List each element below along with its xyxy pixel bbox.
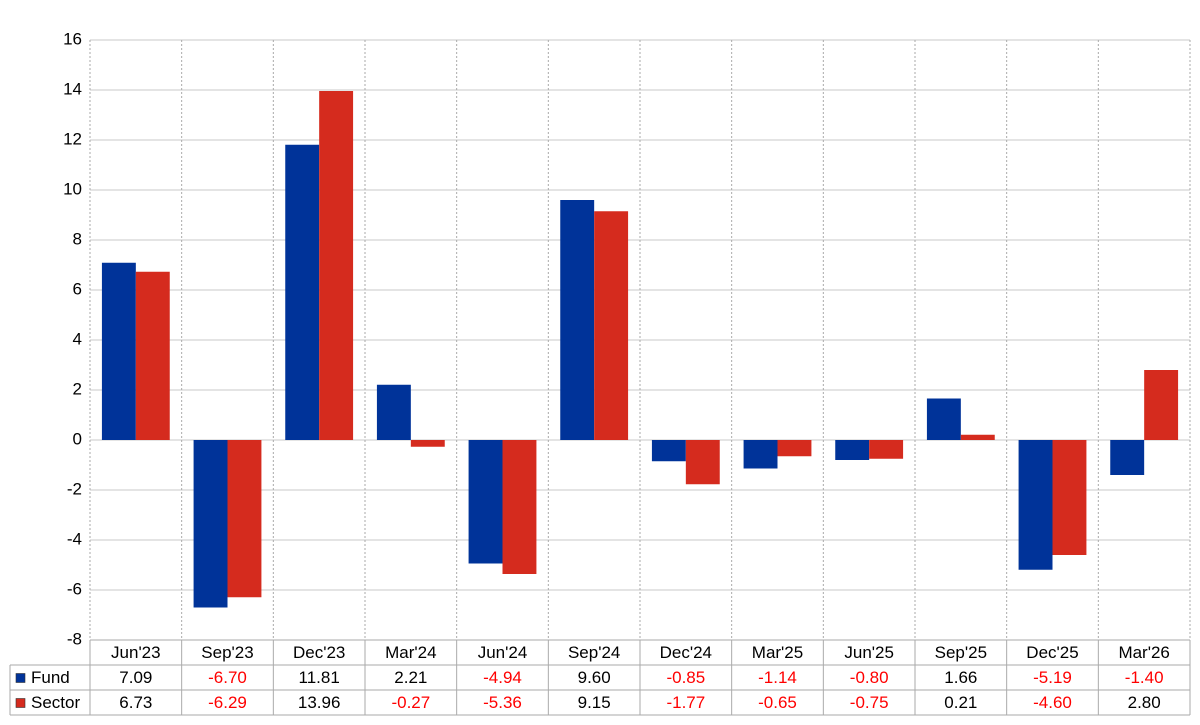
x-tick-label: Mar'26 (1118, 643, 1169, 662)
value-label: -5.19 (1033, 668, 1072, 687)
x-tick-label: Dec'25 (1026, 643, 1078, 662)
value-label: 7.09 (119, 668, 152, 687)
value-label: -6.29 (208, 693, 247, 712)
y-tick-label: -2 (67, 479, 82, 498)
y-tick-label: 8 (73, 229, 82, 248)
bar (101, 262, 136, 440)
bar (743, 440, 778, 469)
value-label: 2.80 (1128, 693, 1161, 712)
value-label: -0.80 (850, 668, 889, 687)
value-label: 9.60 (578, 668, 611, 687)
bar (594, 211, 629, 440)
bar (376, 384, 411, 440)
x-tick-label: Jun'25 (844, 643, 894, 662)
value-label: -0.65 (758, 693, 797, 712)
x-tick-label: Sep'24 (568, 643, 620, 662)
y-tick-label: 16 (63, 29, 82, 48)
value-label: -0.85 (666, 668, 705, 687)
legend-marker (15, 698, 26, 708)
bar (835, 440, 870, 460)
x-tick-label: Mar'24 (385, 643, 436, 662)
bar (777, 440, 812, 457)
legend-marker (15, 673, 26, 683)
value-label: -5.36 (483, 693, 522, 712)
bar (468, 440, 503, 564)
bar (1144, 370, 1179, 440)
y-tick-label: -8 (67, 629, 82, 648)
bar (869, 440, 904, 459)
bar (193, 440, 228, 608)
bar (685, 440, 720, 485)
bar (319, 91, 354, 440)
value-label: 2.21 (394, 668, 427, 687)
y-tick-label: 10 (63, 179, 82, 198)
x-tick-label: Dec'24 (660, 643, 712, 662)
x-tick-label: Jun'24 (478, 643, 528, 662)
legend-label: Fund (31, 668, 70, 687)
value-label: -6.70 (208, 668, 247, 687)
y-tick-label: 4 (73, 329, 82, 348)
bar (285, 144, 320, 440)
bar (926, 398, 961, 440)
value-label: -4.60 (1033, 693, 1072, 712)
x-tick-label: Dec'23 (293, 643, 345, 662)
y-tick-label: 6 (73, 279, 82, 298)
x-tick-label: Sep'23 (201, 643, 253, 662)
legend-label: Sector (31, 693, 80, 712)
x-tick-label: Jun'23 (111, 643, 161, 662)
bar (1052, 440, 1087, 555)
x-tick-label: Sep'25 (935, 643, 987, 662)
bar (135, 271, 170, 440)
value-label: -0.75 (850, 693, 889, 712)
value-label: 1.66 (944, 668, 977, 687)
bar (410, 440, 445, 447)
bar (1018, 440, 1053, 570)
y-tick-label: 12 (63, 129, 82, 148)
value-label: 13.96 (298, 693, 341, 712)
value-label: 11.81 (299, 668, 340, 687)
value-label: 0.21 (944, 693, 977, 712)
value-label: 9.15 (578, 693, 611, 712)
bar (651, 440, 686, 462)
value-label: -1.77 (666, 693, 705, 712)
y-tick-label: -6 (67, 579, 82, 598)
value-label: -1.40 (1125, 668, 1164, 687)
x-tick-label: Mar'25 (752, 643, 803, 662)
y-tick-label: 2 (73, 379, 82, 398)
bar (560, 200, 595, 440)
bar (502, 440, 537, 574)
bar (960, 434, 995, 440)
value-label: -0.27 (391, 693, 430, 712)
y-tick-label: 0 (73, 429, 82, 448)
y-tick-label: -4 (67, 529, 82, 548)
value-label: -1.14 (758, 668, 797, 687)
value-label: -4.94 (483, 668, 522, 687)
bar (227, 440, 262, 598)
value-label: 6.73 (119, 693, 152, 712)
bar (1110, 440, 1145, 475)
y-tick-label: 14 (63, 79, 82, 98)
